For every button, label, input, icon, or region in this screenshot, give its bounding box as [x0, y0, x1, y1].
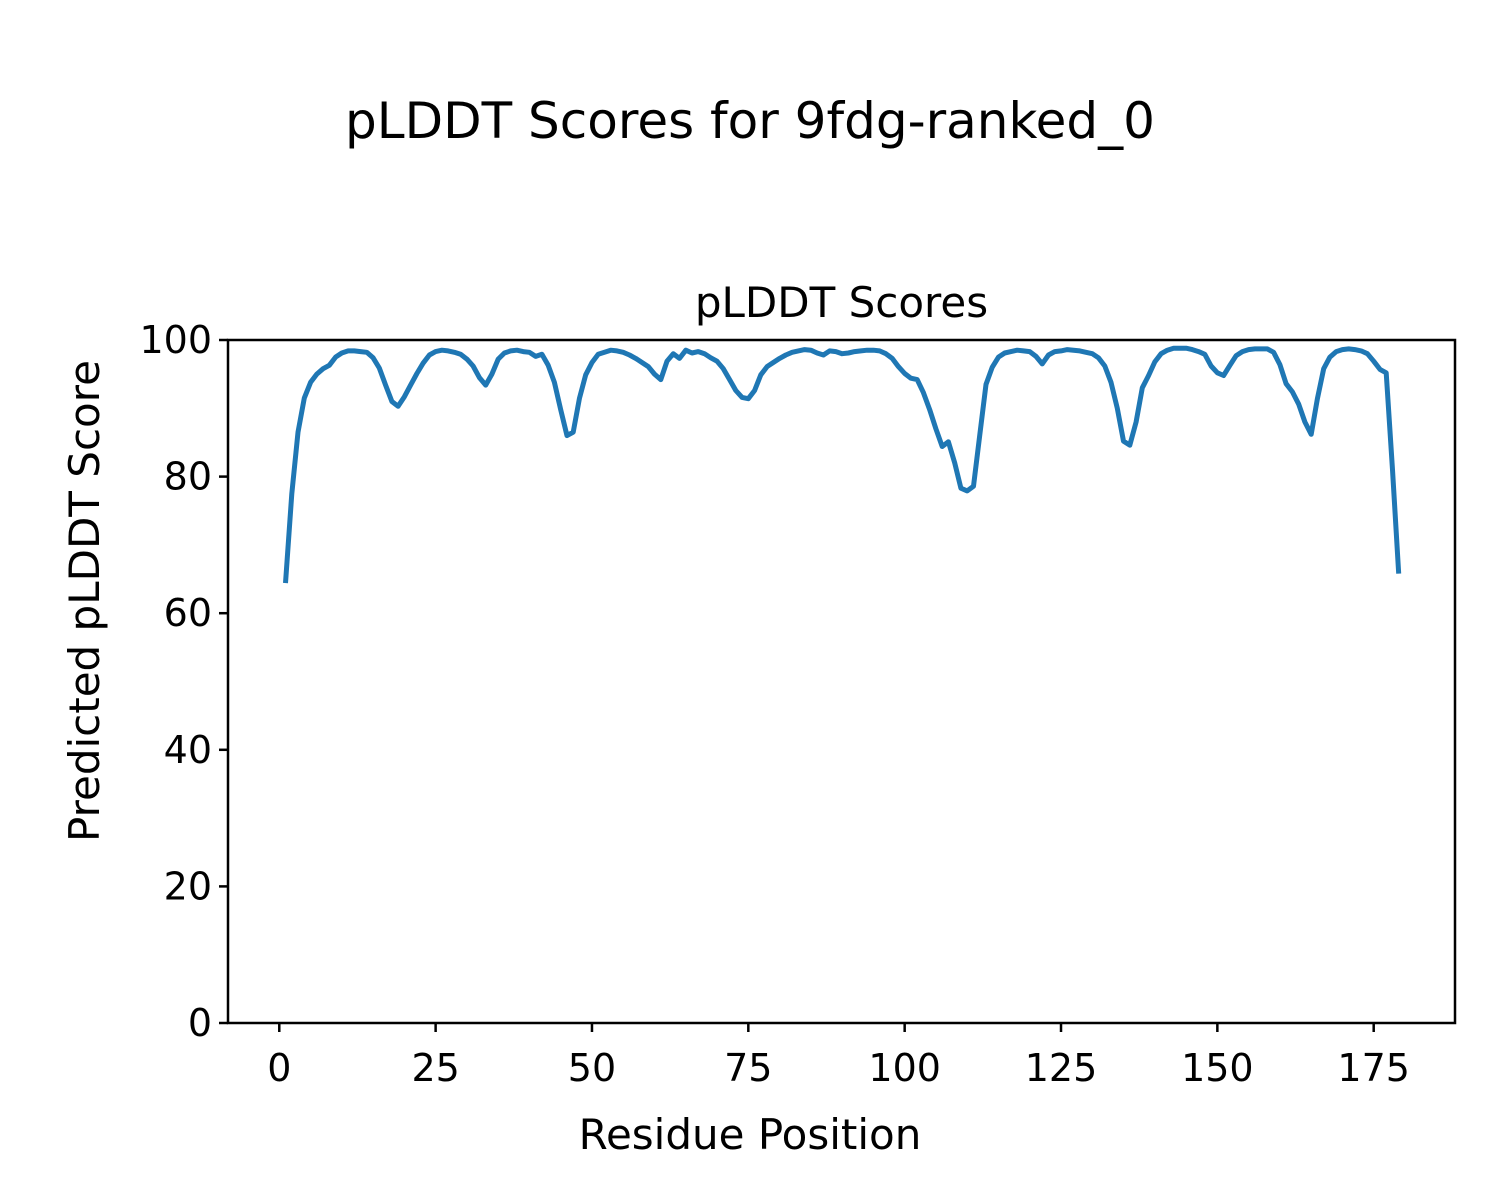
- plddt-line-series: [283, 345, 1402, 584]
- x-tick-label: 75: [724, 1046, 772, 1090]
- y-axis-label: Predicted pLDDT Score: [60, 360, 109, 842]
- y-tick-label: 40: [164, 728, 212, 772]
- x-tick-label: 150: [1181, 1046, 1254, 1090]
- plot-title: pLDDT Scores: [694, 278, 989, 327]
- y-tick-label: 60: [164, 591, 212, 635]
- figure-suptitle: pLDDT Scores for 9fdg-ranked_0: [345, 92, 1155, 150]
- y-tick-label: 100: [139, 318, 212, 362]
- x-axis-label: Residue Position: [578, 1110, 922, 1159]
- plot-frame: [226, 338, 1457, 1025]
- y-tick-label: 0: [188, 1001, 212, 1045]
- x-tick-label: 0: [267, 1046, 291, 1090]
- y-tick-label: 80: [164, 455, 212, 499]
- x-tick-label: 125: [1025, 1046, 1098, 1090]
- x-tick-label: 50: [568, 1046, 616, 1090]
- x-tick-label: 100: [868, 1046, 941, 1090]
- y-tick-label: 20: [164, 864, 212, 908]
- x-tick-label: 175: [1337, 1046, 1410, 1090]
- x-tick-label: 25: [411, 1046, 459, 1090]
